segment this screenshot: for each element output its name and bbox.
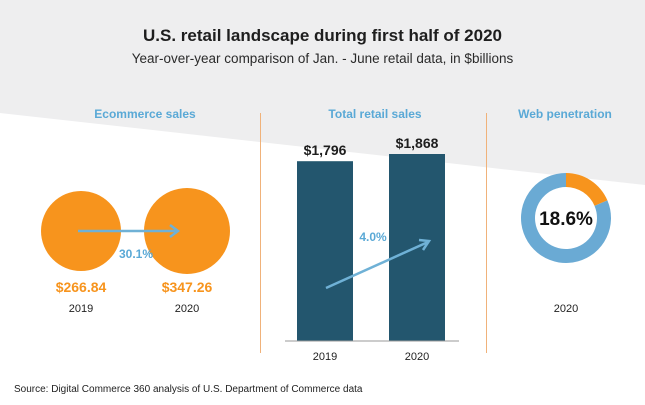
retail-growth-arrow-shaft bbox=[325, 240, 429, 290]
source-note: Source: Digital Commerce 360 analysis of… bbox=[14, 384, 363, 395]
donut-center-label: 18.6% bbox=[539, 209, 593, 230]
web-panel-title: Web penetration bbox=[518, 107, 612, 121]
retail-bar-2019 bbox=[297, 161, 353, 341]
donut-slice-other bbox=[520, 173, 611, 264]
ecommerce-growth-label: 30.1% bbox=[119, 247, 153, 261]
retail-value-label: $1,796 bbox=[304, 142, 347, 158]
retail-growth-label: 4.0% bbox=[359, 230, 387, 244]
retail-growth-arrow-head bbox=[418, 238, 432, 251]
ecommerce-value-label: $266.84 bbox=[56, 279, 107, 295]
divider-left bbox=[260, 113, 261, 353]
chart-title: U.S. retail landscape during first half … bbox=[143, 26, 502, 45]
chart-subtitle: Year-over-year comparison of Jan. - June… bbox=[131, 51, 514, 66]
retail-value-label: $1,868 bbox=[396, 135, 439, 151]
donut-year-label: 2020 bbox=[554, 303, 578, 315]
ecommerce-year-label: 2020 bbox=[175, 303, 199, 315]
ecommerce-value-label: $347.26 bbox=[162, 279, 213, 295]
retail-year-label: 2019 bbox=[313, 351, 337, 363]
ecommerce-panel-title: Ecommerce sales bbox=[94, 107, 196, 121]
ecommerce-growth-arrow-head bbox=[169, 224, 181, 238]
ecommerce-year-label: 2019 bbox=[69, 303, 93, 315]
ecommerce-bubble-2020 bbox=[144, 188, 230, 274]
donut-slice-web bbox=[566, 173, 608, 206]
retail-panel-title: Total retail sales bbox=[328, 107, 422, 121]
divider-right bbox=[486, 113, 487, 353]
retail-year-label: 2020 bbox=[405, 351, 429, 363]
